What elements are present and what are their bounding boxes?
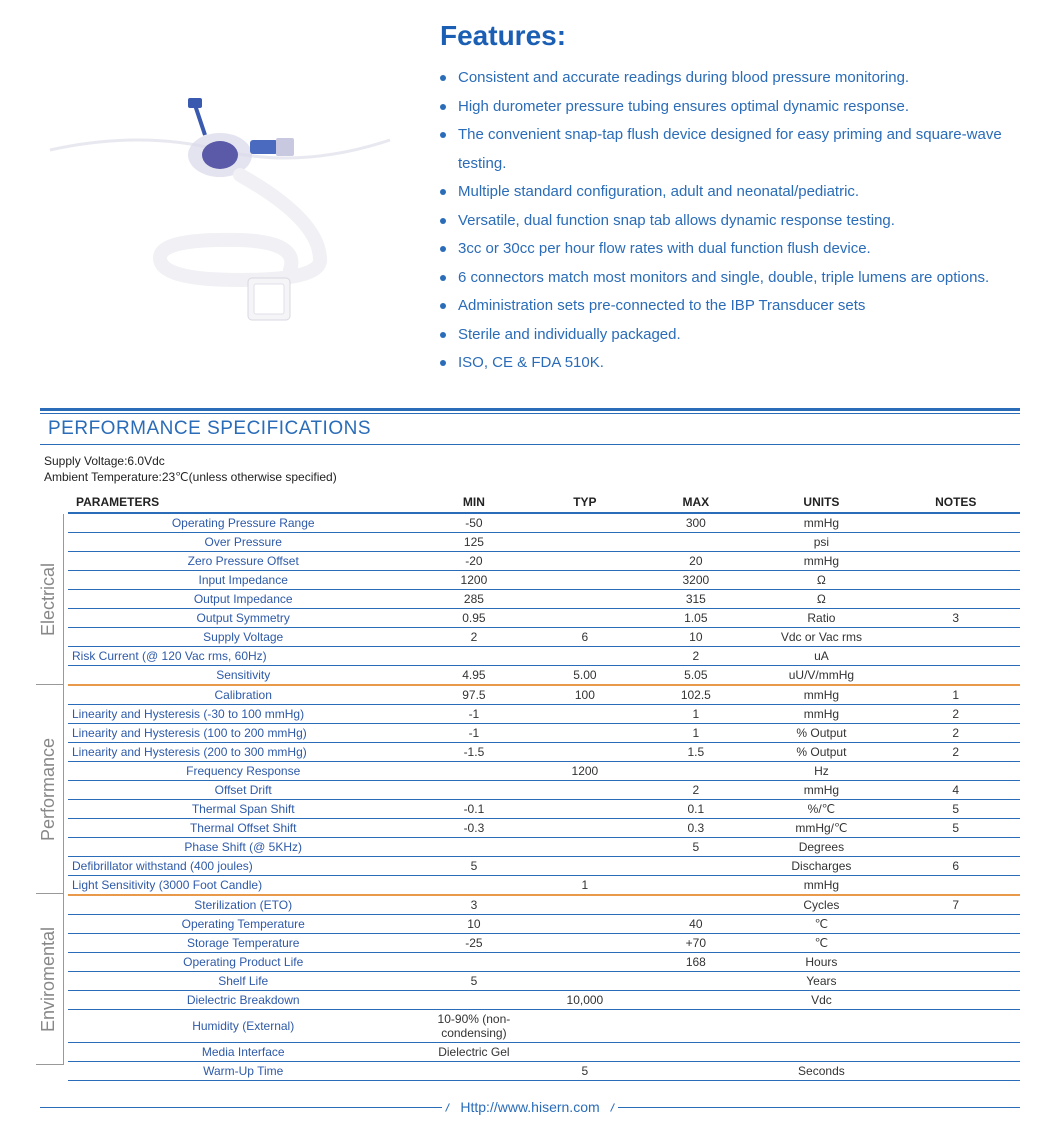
- spec-title: PERFORMANCE SPECIFICATIONS: [48, 418, 371, 439]
- footer-url: Http://www.hisern.com: [442, 1099, 617, 1115]
- table-row: Input Impedance12003200Ω: [68, 571, 1020, 590]
- table-row: Shelf Life5Years: [68, 972, 1020, 991]
- category-label: Electrical: [36, 514, 64, 685]
- table-row: Sensitivity4.955.005.05uU/V/mmHg: [68, 666, 1020, 686]
- feature-item: Multiple standard configuration, adult a…: [440, 178, 1020, 207]
- table-row: Linearity and Hysteresis (200 to 300 mmH…: [68, 743, 1020, 762]
- table-row: Thermal Offset Shift-0.30.3mmHg/℃5: [68, 819, 1020, 838]
- spec-meta-temp: Ambient Temperature:23℃(unless otherwise…: [44, 469, 1016, 486]
- table-row: Calibration97.5100102.5mmHg1: [68, 685, 1020, 705]
- feature-item: Sterile and individually packaged.: [440, 321, 1020, 350]
- table-row: Operating Product Life168Hours: [68, 953, 1020, 972]
- footer-line-right: [618, 1107, 1020, 1108]
- footer-line-left: [40, 1107, 442, 1108]
- feature-item: Consistent and accurate readings during …: [440, 64, 1020, 93]
- product-image: [40, 20, 400, 340]
- spec-title-bar: PERFORMANCE SPECIFICATIONS: [40, 413, 1020, 445]
- table-row: Light Sensitivity (3000 Foot Candle)1mmH…: [68, 876, 1020, 896]
- table-row: Defibrillator withstand (400 joules)5Dis…: [68, 857, 1020, 876]
- table-row: Output Symmetry0.951.05Ratio3: [68, 609, 1020, 628]
- table-row: Supply Voltage2610Vdc or Vac rms: [68, 628, 1020, 647]
- table-row: Linearity and Hysteresis (-30 to 100 mmH…: [68, 705, 1020, 724]
- hdr-param: PARAMETERS: [68, 492, 418, 513]
- spec-header-row: PARAMETERS MIN TYP MAX UNITS NOTES: [68, 492, 1020, 513]
- table-row: Thermal Span Shift-0.10.1%/℃5: [68, 800, 1020, 819]
- feature-item: The convenient snap-tap flush device des…: [440, 121, 1020, 178]
- hdr-min: MIN: [418, 492, 529, 513]
- features-column: Features: Consistent and accurate readin…: [440, 20, 1020, 378]
- spec-section: PERFORMANCE SPECIFICATIONS Supply Voltag…: [40, 408, 1020, 1082]
- hdr-max: MAX: [640, 492, 751, 513]
- features-title: Features:: [440, 20, 1020, 52]
- feature-item: Versatile, dual function snap tab allows…: [440, 207, 1020, 236]
- table-row: Dielectric Breakdown10,000Vdc: [68, 991, 1020, 1010]
- feature-item: 3cc or 30cc per hour flow rates with dua…: [440, 235, 1020, 264]
- spec-meta-voltage: Supply Voltage:6.0Vdc: [44, 453, 1016, 470]
- spec-meta: Supply Voltage:6.0Vdc Ambient Temperatur…: [40, 445, 1020, 493]
- spec-table-wrap: ElectricalPerformanceEnviromental PARAME…: [40, 492, 1020, 1081]
- spec-top-rule: [40, 408, 1020, 411]
- table-row: Frequency Response1200Hz: [68, 762, 1020, 781]
- device-illustration: [40, 20, 400, 340]
- feature-item: Administration sets pre-connected to the…: [440, 292, 1020, 321]
- feature-item: ISO, CE & FDA 510K.: [440, 349, 1020, 378]
- hdr-units: UNITS: [751, 492, 891, 513]
- footer: Http://www.hisern.com: [40, 1099, 1020, 1115]
- feature-item: High durometer pressure tubing ensures o…: [440, 93, 1020, 122]
- table-row: Phase Shift (@ 5KHz)5Degrees: [68, 838, 1020, 857]
- hdr-typ: TYP: [529, 492, 640, 513]
- table-row: Risk Current (@ 120 Vac rms, 60Hz)2uA: [68, 647, 1020, 666]
- table-row: Operating Pressure Range-50300mmHg: [68, 513, 1020, 533]
- table-row: Media InterfaceDielectric Gel: [68, 1043, 1020, 1062]
- table-row: Over Pressure125psi: [68, 533, 1020, 552]
- table-row: Operating Temperature1040℃: [68, 915, 1020, 934]
- spec-table: PARAMETERS MIN TYP MAX UNITS NOTES Opera…: [68, 492, 1020, 1081]
- table-row: Sterilization (ETO)3Cycles7: [68, 895, 1020, 915]
- hdr-notes: NOTES: [891, 492, 1020, 513]
- table-row: Offset Drift2mmHg4: [68, 781, 1020, 800]
- table-row: Humidity (External)10-90% (non-condensin…: [68, 1010, 1020, 1043]
- table-row: Warm-Up Time5Seconds: [68, 1062, 1020, 1081]
- feature-item: 6 connectors match most monitors and sin…: [440, 264, 1020, 293]
- category-label: Performance: [36, 685, 64, 894]
- table-row: Storage Temperature-25+70℃: [68, 934, 1020, 953]
- category-label: Enviromental: [36, 894, 64, 1065]
- table-row: Linearity and Hysteresis (100 to 200 mmH…: [68, 724, 1020, 743]
- feature-list: Consistent and accurate readings during …: [440, 64, 1020, 378]
- top-section: Features: Consistent and accurate readin…: [40, 20, 1020, 378]
- table-row: Output Impedance285315Ω: [68, 590, 1020, 609]
- table-row: Zero Pressure Offset-2020mmHg: [68, 552, 1020, 571]
